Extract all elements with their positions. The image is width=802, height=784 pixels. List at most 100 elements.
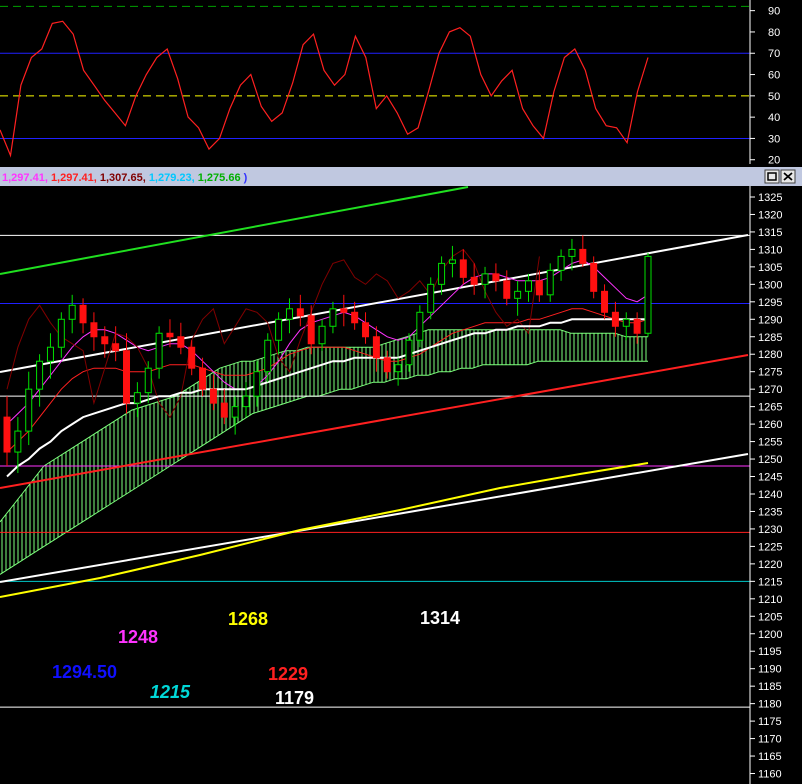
candle-body <box>231 406 239 418</box>
trend-lines <box>0 186 749 598</box>
close-button[interactable] <box>780 169 796 184</box>
close-icon <box>783 172 793 181</box>
candle-body <box>383 357 391 373</box>
price-tick-label: 1320 <box>758 209 782 221</box>
price-tick-label: 1275 <box>758 367 782 379</box>
candle-body <box>3 416 11 453</box>
candle-body <box>46 346 54 362</box>
header-value: 1,307.65, <box>100 172 149 184</box>
rsi-series <box>0 20 649 158</box>
candle-body <box>340 308 348 313</box>
candle-body <box>36 360 44 390</box>
candle-body <box>427 283 435 313</box>
price-tick-label: 1260 <box>758 419 782 431</box>
candle-body <box>622 318 630 327</box>
price-tick-label: 1180 <box>758 699 782 711</box>
price-panel: 1160 1165 1170 1175 1180 1185 1190 1195 1200 1205… <box>0 186 782 784</box>
price-axis: 1160 1165 1170 1175 1180 1185 1190 1195 1200 1205… <box>750 192 782 781</box>
candle-body <box>68 304 76 320</box>
price-tick-label: 1245 <box>758 472 782 484</box>
price-tick-label: 1325 <box>758 192 782 204</box>
level-annotation: 1248 <box>118 627 158 647</box>
candle-body <box>351 311 359 324</box>
level-annotation: 1294.50 <box>52 662 117 682</box>
candle-body <box>579 248 587 264</box>
candle-body <box>264 339 272 373</box>
candle-body <box>220 402 228 418</box>
rsi-tick-label: 90 <box>768 6 780 18</box>
candle-body <box>209 388 217 404</box>
header-trailing: ) <box>241 172 248 184</box>
candle-body <box>644 255 652 334</box>
rsi-tick-label: 40 <box>768 112 780 124</box>
candle-body <box>155 332 163 369</box>
candle-body <box>275 318 283 341</box>
candle-body <box>318 325 326 345</box>
candle-body <box>514 290 522 299</box>
price-tick-label: 1250 <box>758 454 782 466</box>
candle-body <box>438 262 446 285</box>
chikou-line <box>6 248 540 419</box>
candle-body <box>307 315 315 345</box>
candle-body <box>79 304 87 324</box>
candle-body <box>372 336 380 359</box>
candle-body <box>394 364 402 373</box>
candle-body <box>448 259 456 264</box>
price-tick-label: 1310 <box>758 244 782 256</box>
candle-body <box>188 346 196 369</box>
restore-button[interactable] <box>764 169 780 184</box>
candle-body <box>524 280 532 292</box>
header-bar-background <box>0 167 802 186</box>
candle-body <box>481 273 489 285</box>
rsi-tick-label: 60 <box>768 70 780 82</box>
rsi-tick-label: 20 <box>768 155 780 167</box>
price-tick-label: 1185 <box>758 681 782 693</box>
header-value: 1,297.41, <box>2 172 51 184</box>
price-tick-label: 1170 <box>758 734 782 746</box>
header-value: 1,297.41, <box>51 172 100 184</box>
price-tick-label: 1315 <box>758 227 782 239</box>
price-tick-label: 1190 <box>758 664 782 676</box>
candle-body <box>144 367 152 394</box>
rsi-line <box>0 20 649 158</box>
candle-body <box>405 339 413 366</box>
candle-body <box>633 318 641 334</box>
candle-body <box>296 308 304 317</box>
level-annotation: 1268 <box>228 609 268 629</box>
candle-body <box>459 259 467 278</box>
candle-body <box>416 311 424 341</box>
rsi-tick-label: 30 <box>768 133 780 145</box>
price-tick-label: 1165 <box>758 751 782 763</box>
candle-body <box>535 280 543 296</box>
price-tick-label: 1220 <box>758 559 782 571</box>
candle-body <box>101 336 109 345</box>
price-header-bar: 1,297.41, 1,297.41, 1,307.65, 1,279.23, … <box>0 167 802 186</box>
price-tick-label: 1280 <box>758 349 782 361</box>
candle-body <box>133 392 141 404</box>
header-value: 1,279.23, <box>149 172 198 184</box>
indicator-lines <box>6 248 649 478</box>
candle-body <box>112 343 120 352</box>
candle-body <box>590 262 598 292</box>
trend-line-yellow <box>0 462 649 598</box>
price-tick-label: 1175 <box>758 716 782 728</box>
price-tick-label: 1240 <box>758 489 782 501</box>
candle-body <box>90 322 98 338</box>
candle-body <box>25 388 33 432</box>
candle-body <box>492 273 500 282</box>
header-values: 1,297.41, 1,297.41, 1,307.65, 1,279.23, … <box>2 172 248 184</box>
price-tick-label: 1215 <box>758 576 782 588</box>
candle-body <box>242 395 250 408</box>
price-tick-label: 1160 <box>758 769 782 781</box>
rsi-guide-lines <box>0 5 750 139</box>
price-tick-label: 1200 <box>758 629 782 641</box>
price-tick-label: 1270 <box>758 384 782 396</box>
candle-body <box>285 308 293 320</box>
candle-body <box>362 322 370 338</box>
price-tick-label: 1225 <box>758 541 782 553</box>
rsi-tick-label: 50 <box>768 91 780 103</box>
candle-body <box>546 269 554 296</box>
restore-icon <box>767 172 777 181</box>
